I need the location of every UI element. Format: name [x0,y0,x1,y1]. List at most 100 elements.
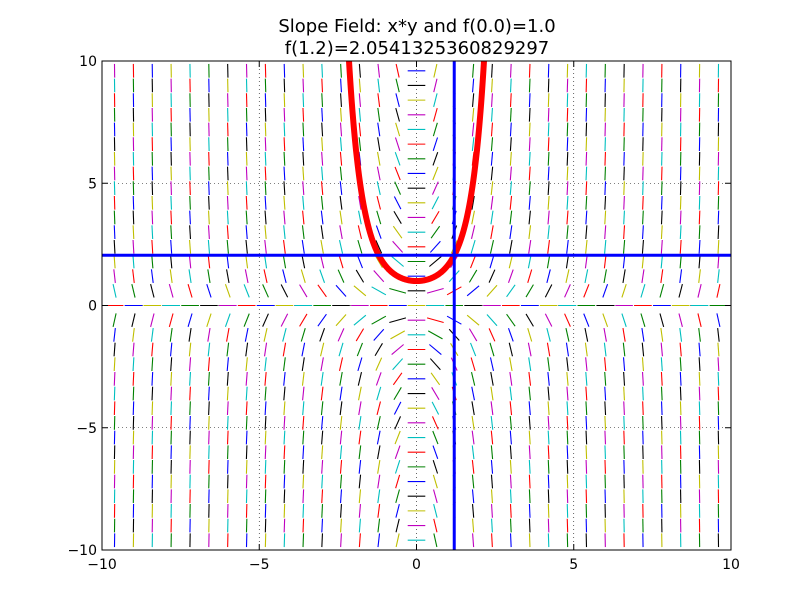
slope-segment [432,489,438,504]
slope-segment [339,459,343,474]
slope-segment [431,387,440,401]
slope-segment [376,195,382,210]
slope-segment [491,533,493,548]
slope-segment [490,93,493,107]
slope-segment [430,372,441,386]
slope-segment [433,533,438,548]
slope-segment [528,518,531,533]
slope-segment [566,239,569,254]
slope-segment [358,137,362,152]
slope-segment [132,269,135,284]
slope-segment [244,269,249,284]
slope-segment [622,269,626,284]
slope-segment [528,533,531,548]
slope-segment [395,504,400,518]
slope-segment [466,285,480,297]
slope-segment [358,489,362,504]
slope-segment [679,327,683,342]
slope-segment [528,78,531,93]
slope-segment [226,342,230,357]
slope-segment [208,415,210,430]
slope-segment [320,401,324,416]
slope-segment [432,166,439,181]
slope-segment [113,327,116,342]
slope-segment [679,342,682,357]
slope-segment [585,239,588,254]
slope-segment [264,357,267,372]
slope-segment [394,416,402,430]
slope-segment [226,430,229,445]
slope-segment [585,166,588,181]
slope-segment [604,210,607,225]
slope-segment [150,313,155,328]
slope-segment [262,284,269,298]
slope-segment [339,445,343,460]
slope-segment [491,78,493,93]
slope-segment [302,93,305,107]
slope-segment [433,504,438,518]
slope-segment [226,327,230,342]
slope-segment [189,210,191,225]
slope-segment [660,357,663,372]
slope-segment [471,489,475,504]
slope-segment [566,371,569,386]
slope-segment [132,386,135,401]
slope-segment [641,254,645,269]
slope-segment [717,386,720,401]
slope-segment [490,225,494,240]
slope-segment [565,254,570,269]
slope-segment [698,210,701,225]
slope-segment [566,445,569,460]
slope-segment [302,63,305,78]
slope-segment [395,78,400,93]
slope-segment [564,284,571,298]
slope-segment [321,459,324,474]
slope-segment [170,357,173,372]
slope-segment [377,78,381,93]
slope-segment [169,269,173,284]
slope-segment [168,313,174,328]
slope-segment [604,357,607,372]
slope-segment [697,283,702,298]
slope-segment [224,284,231,298]
slope-segment [642,195,644,210]
slope-segment [547,445,550,460]
slope-segment [698,269,701,284]
slope-segment [566,195,569,210]
slope-segment [302,460,305,474]
slope-segment [642,415,644,430]
slope-segment [245,401,248,416]
slope-segment [471,93,475,107]
slope-segment [301,239,305,254]
slope-segment [302,122,305,137]
slope-segment [547,181,550,196]
slope-segment [623,371,626,386]
slope-segment [641,357,644,372]
slope-segment [338,239,344,254]
slope-segment [337,328,345,342]
slope-segment [585,357,588,372]
slope-segment [394,166,401,181]
slope-segment [339,210,343,225]
slope-segment [377,107,381,122]
slope-segment [583,284,590,298]
slope-segment [585,430,588,445]
slope-field-segments [105,63,728,548]
slope-segment [544,313,553,327]
slope-segment [320,210,324,225]
slope-segment [208,386,210,401]
slope-segment [226,239,229,254]
slope-segment [585,401,588,416]
slope-segment [283,489,286,504]
slope-segment [358,533,361,548]
slope-segment [623,415,625,430]
slope-segment [264,195,267,210]
slope-segment [585,225,588,240]
slope-segment [358,78,361,93]
slope-segment [584,327,589,342]
slope-segment [395,489,401,504]
slope-segment [585,181,588,196]
slope-segment [698,386,701,401]
slope-segment [642,210,644,225]
slope-segment [339,122,343,137]
